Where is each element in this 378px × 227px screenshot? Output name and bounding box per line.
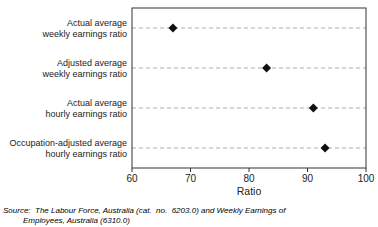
y-tick-label: Occupation-adjusted averagehourly earnin… xyxy=(9,138,127,159)
grid-line xyxy=(132,108,366,109)
chart-svg: 60708090100RatioActual averageweekly ear… xyxy=(0,0,378,227)
source-note: Source: The Labour Force, Australia (cat… xyxy=(3,206,286,225)
label-line: weekly earnings ratio xyxy=(41,69,127,79)
y-tick-label: Actual averagehourly earnings ratio xyxy=(45,98,127,119)
label-line: Adjusted average xyxy=(57,58,127,68)
x-tick xyxy=(307,168,308,172)
x-axis: 60 70 80 90 100 xyxy=(126,168,374,184)
markers xyxy=(168,24,329,153)
y-axis: Actual averageweekly earnings ratioAdjus… xyxy=(9,18,127,159)
x-axis-label: Ratio xyxy=(237,185,262,197)
plot-frame xyxy=(132,8,366,168)
x-tick xyxy=(249,168,250,172)
marker xyxy=(262,64,271,73)
x-tick xyxy=(132,168,133,172)
label-line: Actual average xyxy=(67,98,127,108)
x-tick-label: 70 xyxy=(185,173,197,184)
x-tick-label: 90 xyxy=(302,173,314,184)
note-line: Employees, Australia (6310.0) xyxy=(3,216,130,225)
marker xyxy=(168,24,177,33)
x-tick xyxy=(190,168,191,172)
x-tick xyxy=(366,168,367,172)
label-line: Actual average xyxy=(67,18,127,28)
x-tick-label: 80 xyxy=(243,173,255,184)
note-line: Source: The Labour Force, Australia (cat… xyxy=(3,206,286,215)
grid-line xyxy=(132,68,366,69)
label-line: hourly earnings ratio xyxy=(45,109,127,119)
chart-container: 60708090100RatioActual averageweekly ear… xyxy=(0,0,378,227)
grid xyxy=(132,28,366,148)
label-line: hourly earnings ratio xyxy=(45,149,127,159)
y-tick-label: Adjusted averageweekly earnings ratio xyxy=(41,58,127,79)
grid-line xyxy=(132,148,366,149)
marker xyxy=(309,104,318,113)
y-tick-label: Actual averageweekly earnings ratio xyxy=(41,18,127,39)
label-line: weekly earnings ratio xyxy=(41,29,127,39)
marker xyxy=(321,144,330,153)
x-tick-label: 60 xyxy=(126,173,138,184)
x-tick-label: 100 xyxy=(358,173,375,184)
label-line: Occupation-adjusted average xyxy=(9,138,127,148)
grid-line xyxy=(132,28,366,29)
